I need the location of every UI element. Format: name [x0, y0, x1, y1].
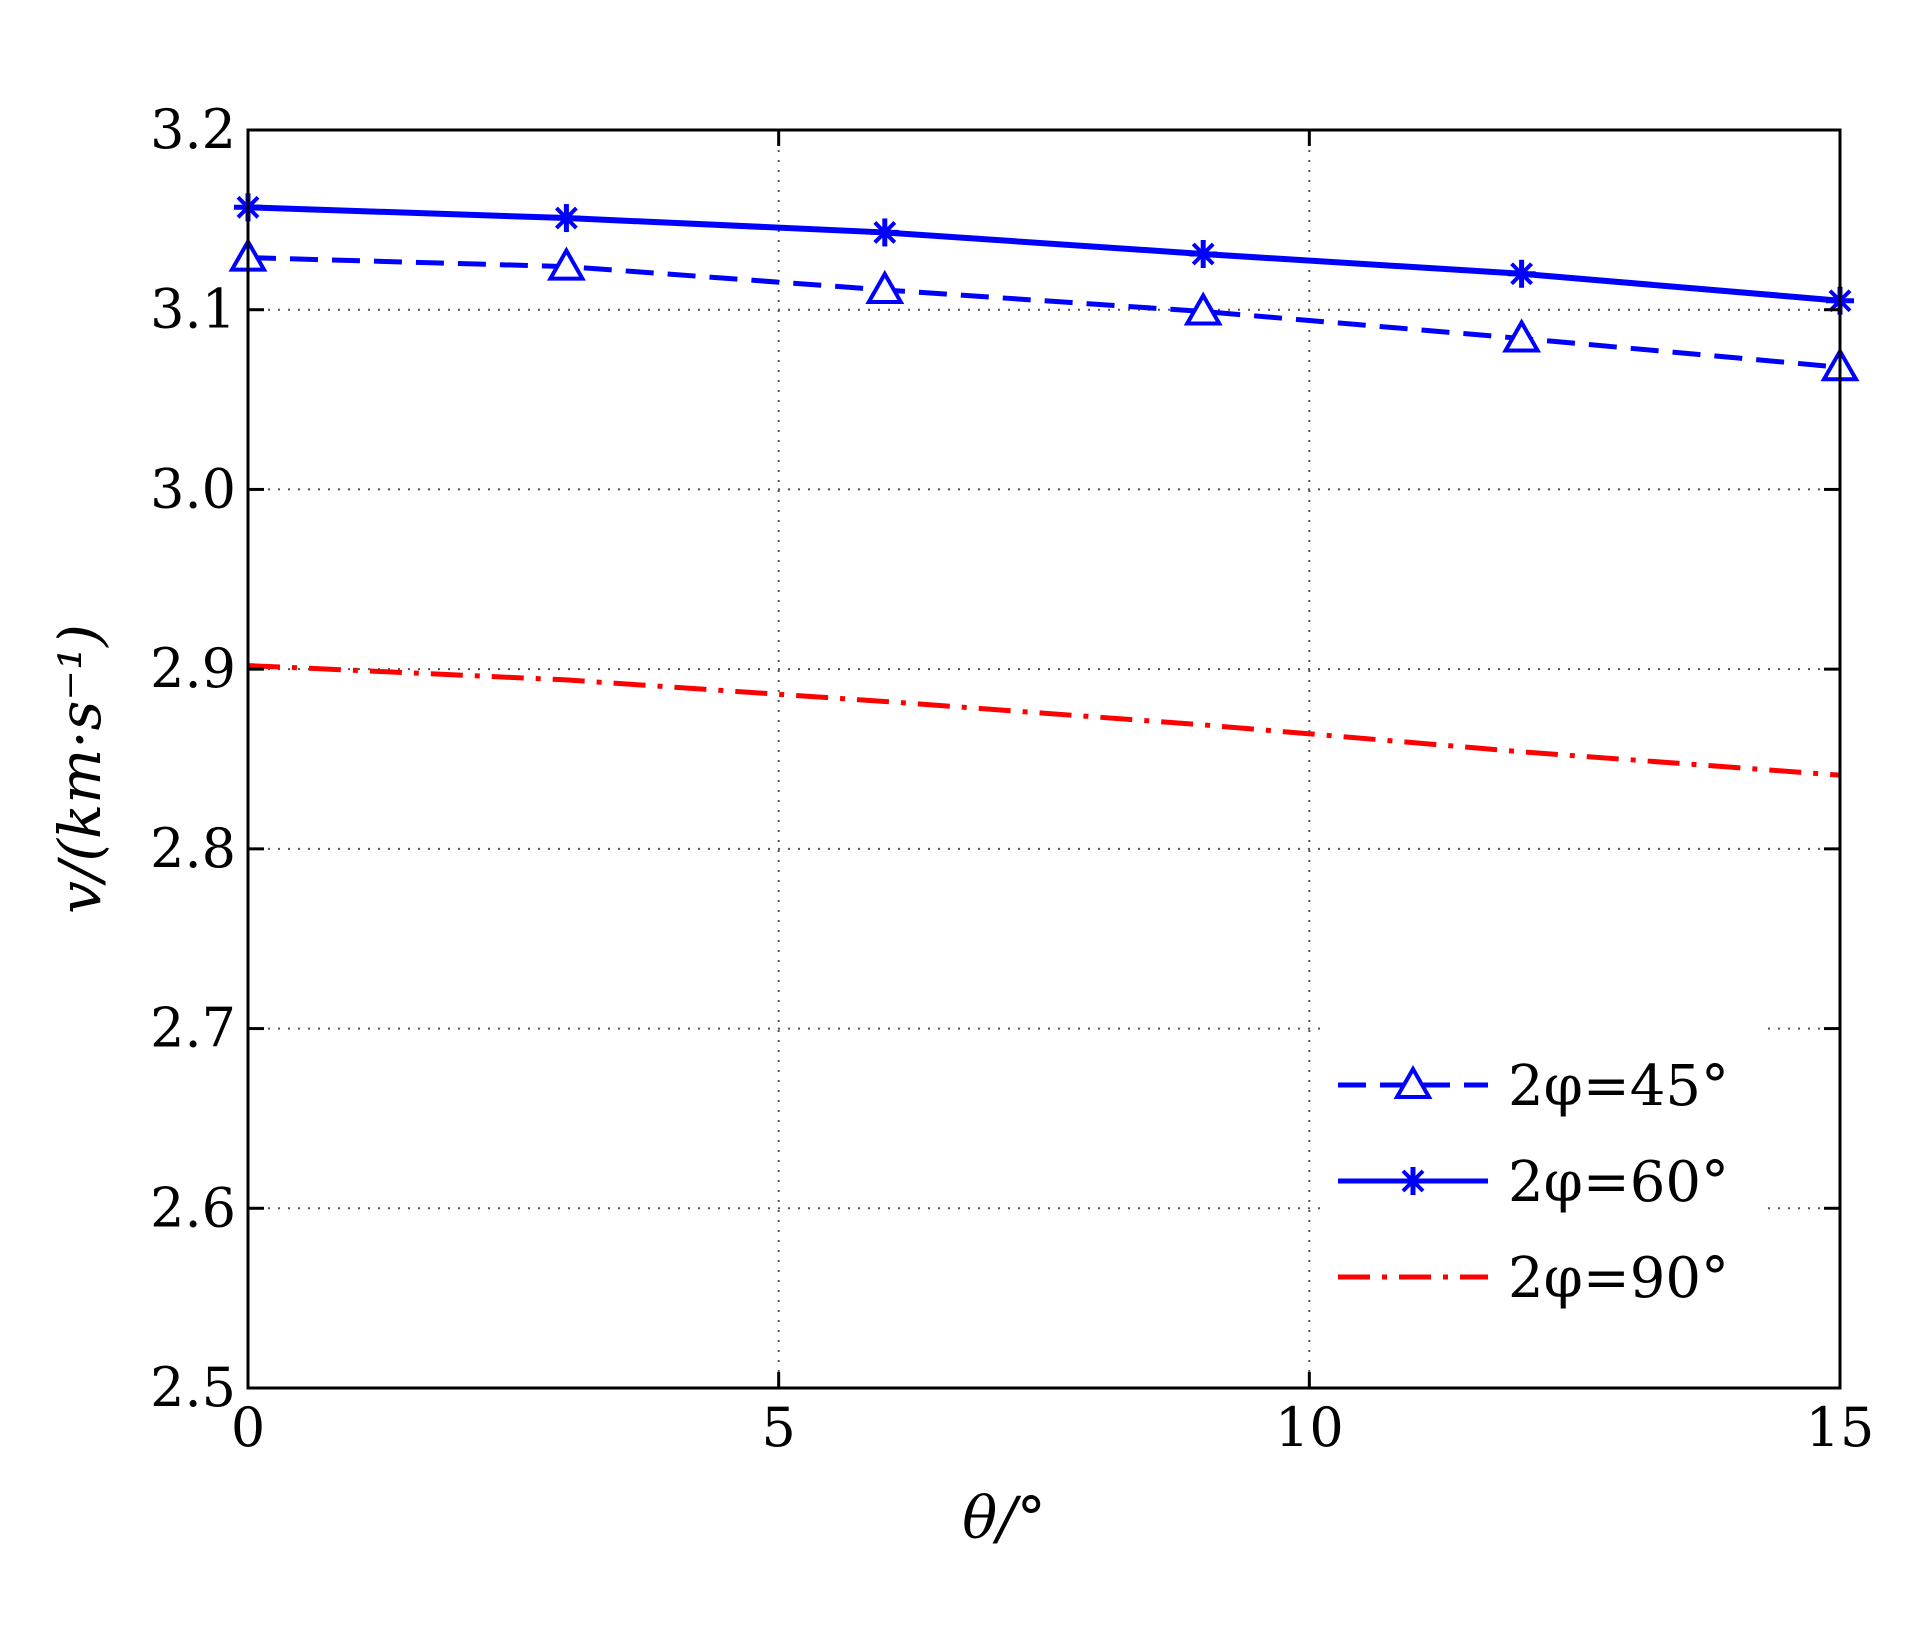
- series-2: [247, 663, 1841, 778]
- series-0: [228, 237, 1860, 382]
- y-tick-label: 2.6: [150, 1176, 236, 1239]
- y-tick-label: 2.8: [150, 817, 236, 880]
- legend-label: 2φ=45°: [1508, 1054, 1729, 1119]
- x-axis-title: θ/°: [962, 1484, 1045, 1552]
- star-marker-stroke: [873, 221, 897, 244]
- plot-area-frame: [246, 128, 1842, 1390]
- legend-label: 2φ=60°: [1508, 1150, 1729, 1215]
- legend-swatch-marker: [1399, 1167, 1427, 1195]
- data-point: [1502, 318, 1542, 353]
- axis-ticks: 0 5 10 15 2.5 2.6 2.7 2.8 2.9 3.0 3.1 3.2: [150, 98, 1874, 1459]
- series-line: [247, 255, 1841, 370]
- star-marker-stroke: [1510, 262, 1534, 286]
- y-axis-title: v/(km·s⁻¹): [46, 624, 114, 914]
- y-tick-label: 2.7: [150, 997, 236, 1060]
- series-1: [234, 193, 1854, 315]
- legend: 2φ=45° 2φ=60° 2φ=90°: [1320, 1025, 1760, 1333]
- y-tick-label: 3.0: [150, 457, 236, 520]
- series-line: [247, 204, 1841, 304]
- data-point: [1189, 240, 1218, 269]
- legend-label: 2φ=90°: [1508, 1246, 1729, 1311]
- star-marker-stroke: [1401, 1169, 1425, 1193]
- y-tick-label: 3.1: [150, 278, 236, 341]
- legend-swatch-marker: [1393, 1064, 1433, 1099]
- y-tick-label: 2.9: [150, 637, 236, 700]
- data-point: [1507, 259, 1536, 288]
- y-tick-label: 3.2: [150, 98, 236, 161]
- series-group: [228, 193, 1860, 778]
- series-line: [247, 663, 1841, 778]
- x-tick-label: 0: [231, 1396, 265, 1459]
- data-point: [552, 204, 581, 233]
- y-tick-label: 2.5: [150, 1356, 236, 1419]
- data-point: [870, 218, 899, 247]
- x-tick-label: 10: [1275, 1396, 1344, 1459]
- x-tick-label: 5: [761, 1396, 795, 1459]
- data-point: [865, 269, 905, 304]
- data-point: [1183, 291, 1223, 326]
- data-point: [546, 246, 586, 281]
- star-marker-stroke: [1191, 242, 1215, 266]
- x-tick-label: 15: [1806, 1396, 1875, 1459]
- star-marker-stroke: [554, 206, 578, 230]
